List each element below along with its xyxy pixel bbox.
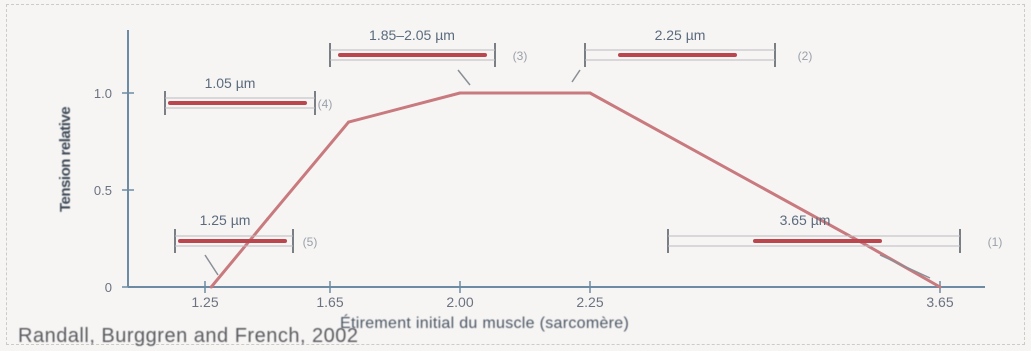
sarcomere-length-label: 1.85–2.05 µm	[369, 27, 455, 43]
curve-point	[266, 217, 269, 221]
pointer-5	[204, 254, 219, 276]
sarcomere-number-label: (2)	[798, 49, 813, 63]
x-axis-label: Étirement initial du muscle (sarcomère)	[340, 315, 630, 332]
pointer-1	[879, 254, 931, 279]
sarcomere-length-label: 3.65 µm	[780, 212, 831, 228]
curve-point	[938, 285, 942, 289]
sarcomere-length-label: 1.25 µm	[200, 212, 251, 228]
pointer-2	[571, 69, 581, 83]
y-tick-label: 0	[105, 280, 112, 295]
sarcomere-number-label: (1)	[988, 235, 1003, 249]
sarcomere-number-label: (5)	[303, 235, 318, 249]
y-tick-label: 1.0	[94, 86, 112, 101]
y-axis-label: Tension relative	[57, 106, 74, 212]
curve-point	[863, 242, 867, 246]
x-tick-label: 2.00	[446, 294, 473, 310]
figure-frame	[6, 4, 1025, 345]
sarcomere-number-label: (3)	[513, 49, 528, 63]
y-tick-label: 0.5	[94, 183, 112, 198]
pointer-3	[457, 69, 471, 86]
curve-point	[458, 91, 462, 95]
sarcomere-length-label: 2.25 µm	[655, 27, 706, 43]
source-credit: Randall, Burggren and French, 2002	[18, 325, 359, 347]
x-tick-label: 3.65	[926, 294, 953, 310]
curve-point	[347, 120, 351, 124]
sarcomere-number-label: (4)	[318, 97, 333, 111]
x-tick-label: 1.65	[316, 294, 343, 310]
x-tick-label: 1.25	[191, 294, 218, 310]
sarcomere-length-label: 1.05 µm	[205, 75, 256, 91]
curve-point	[588, 91, 592, 95]
tension-curve	[210, 91, 941, 289]
curve-point	[209, 285, 213, 289]
x-tick-label: 2.25	[576, 294, 603, 310]
